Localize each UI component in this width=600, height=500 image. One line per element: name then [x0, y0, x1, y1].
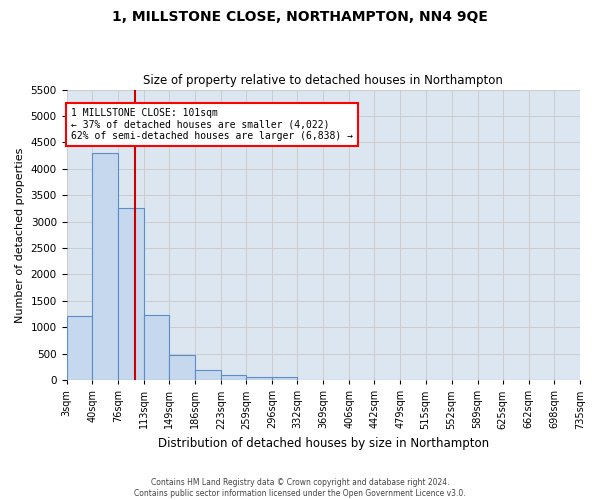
Bar	[195, 370, 221, 380]
Bar	[118, 208, 143, 380]
Bar	[67, 316, 92, 380]
Title: Size of property relative to detached houses in Northampton: Size of property relative to detached ho…	[143, 74, 503, 87]
X-axis label: Distribution of detached houses by size in Northampton: Distribution of detached houses by size …	[158, 437, 489, 450]
Text: Contains HM Land Registry data © Crown copyright and database right 2024.
Contai: Contains HM Land Registry data © Crown c…	[134, 478, 466, 498]
Text: 1, MILLSTONE CLOSE, NORTHAMPTON, NN4 9QE: 1, MILLSTONE CLOSE, NORTHAMPTON, NN4 9QE	[112, 10, 488, 24]
Bar	[246, 377, 272, 380]
Bar	[143, 315, 169, 380]
Text: 1 MILLSTONE CLOSE: 101sqm
← 37% of detached houses are smaller (4,022)
62% of se: 1 MILLSTONE CLOSE: 101sqm ← 37% of detac…	[71, 108, 353, 141]
Bar	[221, 376, 246, 380]
Bar	[272, 377, 298, 380]
Y-axis label: Number of detached properties: Number of detached properties	[15, 147, 25, 322]
Bar	[92, 153, 118, 380]
Bar	[169, 355, 195, 380]
